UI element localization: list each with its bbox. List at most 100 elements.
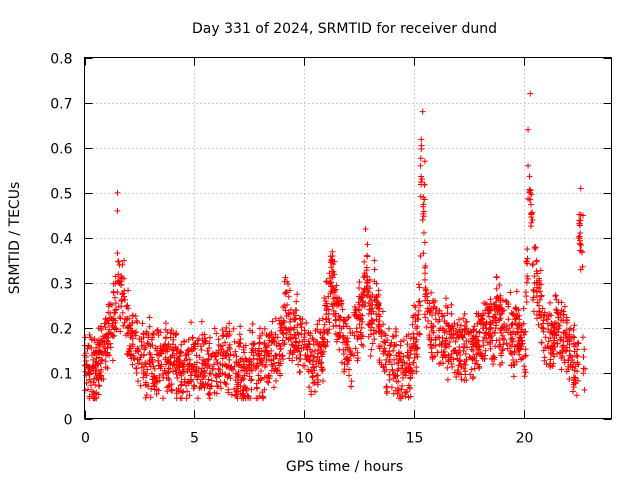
data-point <box>289 357 296 364</box>
data-point <box>204 364 211 371</box>
data-point <box>223 381 230 388</box>
data-point <box>132 329 139 336</box>
data-point <box>407 393 414 400</box>
data-point <box>285 293 292 300</box>
data-point <box>137 382 144 389</box>
data-point <box>220 348 227 355</box>
data-point <box>371 327 378 334</box>
data-point <box>120 322 127 329</box>
y-tick-label: 0.1 <box>50 367 72 383</box>
data-point <box>525 162 532 169</box>
data-point <box>164 370 171 377</box>
data-point <box>157 365 164 372</box>
data-point <box>474 320 481 327</box>
data-point <box>294 322 301 329</box>
data-point <box>150 330 157 337</box>
data-point <box>160 374 167 381</box>
data-point <box>146 323 153 330</box>
data-point <box>104 337 111 344</box>
data-point <box>143 391 150 398</box>
data-point <box>128 352 135 359</box>
data-point <box>84 345 91 352</box>
data-point <box>287 319 294 326</box>
data-point <box>421 311 428 318</box>
data-point <box>241 383 248 390</box>
data-point <box>296 315 303 322</box>
data-point <box>555 325 562 332</box>
data-point <box>539 305 546 312</box>
data-point <box>534 299 541 306</box>
data-point <box>274 366 281 373</box>
data-point <box>146 314 153 321</box>
data-point <box>312 388 319 395</box>
data-points <box>81 90 589 402</box>
data-point <box>330 323 337 330</box>
data-point <box>116 262 123 269</box>
data-point <box>98 323 105 330</box>
data-point <box>577 241 584 248</box>
data-point <box>368 346 375 353</box>
data-point <box>199 365 206 372</box>
data-point <box>456 347 463 354</box>
data-point <box>171 361 178 368</box>
data-point <box>430 329 437 336</box>
data-point <box>275 359 282 366</box>
data-point <box>573 392 580 399</box>
data-point <box>420 210 427 217</box>
data-point <box>328 301 335 308</box>
data-point <box>294 291 301 298</box>
data-point <box>178 341 185 348</box>
data-point <box>507 329 514 336</box>
data-point <box>452 338 459 345</box>
data-point <box>456 343 463 350</box>
data-point <box>116 280 123 287</box>
data-point <box>478 317 485 324</box>
data-point <box>427 342 434 349</box>
data-point <box>416 331 423 338</box>
data-point <box>344 361 351 368</box>
chart-title: Day 331 of 2024, SRMTID for receiver dun… <box>192 21 497 37</box>
data-point <box>558 299 565 306</box>
data-point <box>175 356 182 363</box>
data-point <box>198 346 205 353</box>
data-point <box>509 320 516 327</box>
data-point <box>170 330 177 337</box>
data-point <box>563 368 570 375</box>
data-point <box>359 294 366 301</box>
data-point <box>226 320 233 327</box>
data-point <box>188 319 195 326</box>
data-point <box>168 327 175 334</box>
data-point <box>318 353 325 360</box>
data-point <box>304 346 311 353</box>
data-point <box>183 395 190 402</box>
data-point <box>399 374 406 381</box>
data-point <box>516 312 523 319</box>
data-point <box>205 356 212 363</box>
data-point <box>251 340 258 347</box>
data-point <box>354 357 361 364</box>
data-point <box>358 316 365 323</box>
data-point <box>351 311 358 318</box>
data-point <box>359 303 366 310</box>
data-point <box>580 370 587 377</box>
data-point <box>338 359 345 366</box>
data-point <box>131 355 138 362</box>
x-tick-label: 10 <box>296 431 314 447</box>
data-point <box>369 320 376 327</box>
data-point <box>117 328 124 335</box>
data-point <box>329 253 336 260</box>
data-point <box>139 320 146 327</box>
data-point <box>290 349 297 356</box>
data-point <box>114 189 121 196</box>
data-point <box>342 320 349 327</box>
data-point <box>566 375 573 382</box>
data-point <box>112 307 119 314</box>
data-point <box>296 355 303 362</box>
data-point <box>134 347 141 354</box>
data-point <box>253 384 260 391</box>
data-point <box>369 301 376 308</box>
data-point <box>419 176 426 183</box>
data-point <box>386 356 393 363</box>
data-point <box>144 366 151 373</box>
data-point <box>369 340 376 347</box>
